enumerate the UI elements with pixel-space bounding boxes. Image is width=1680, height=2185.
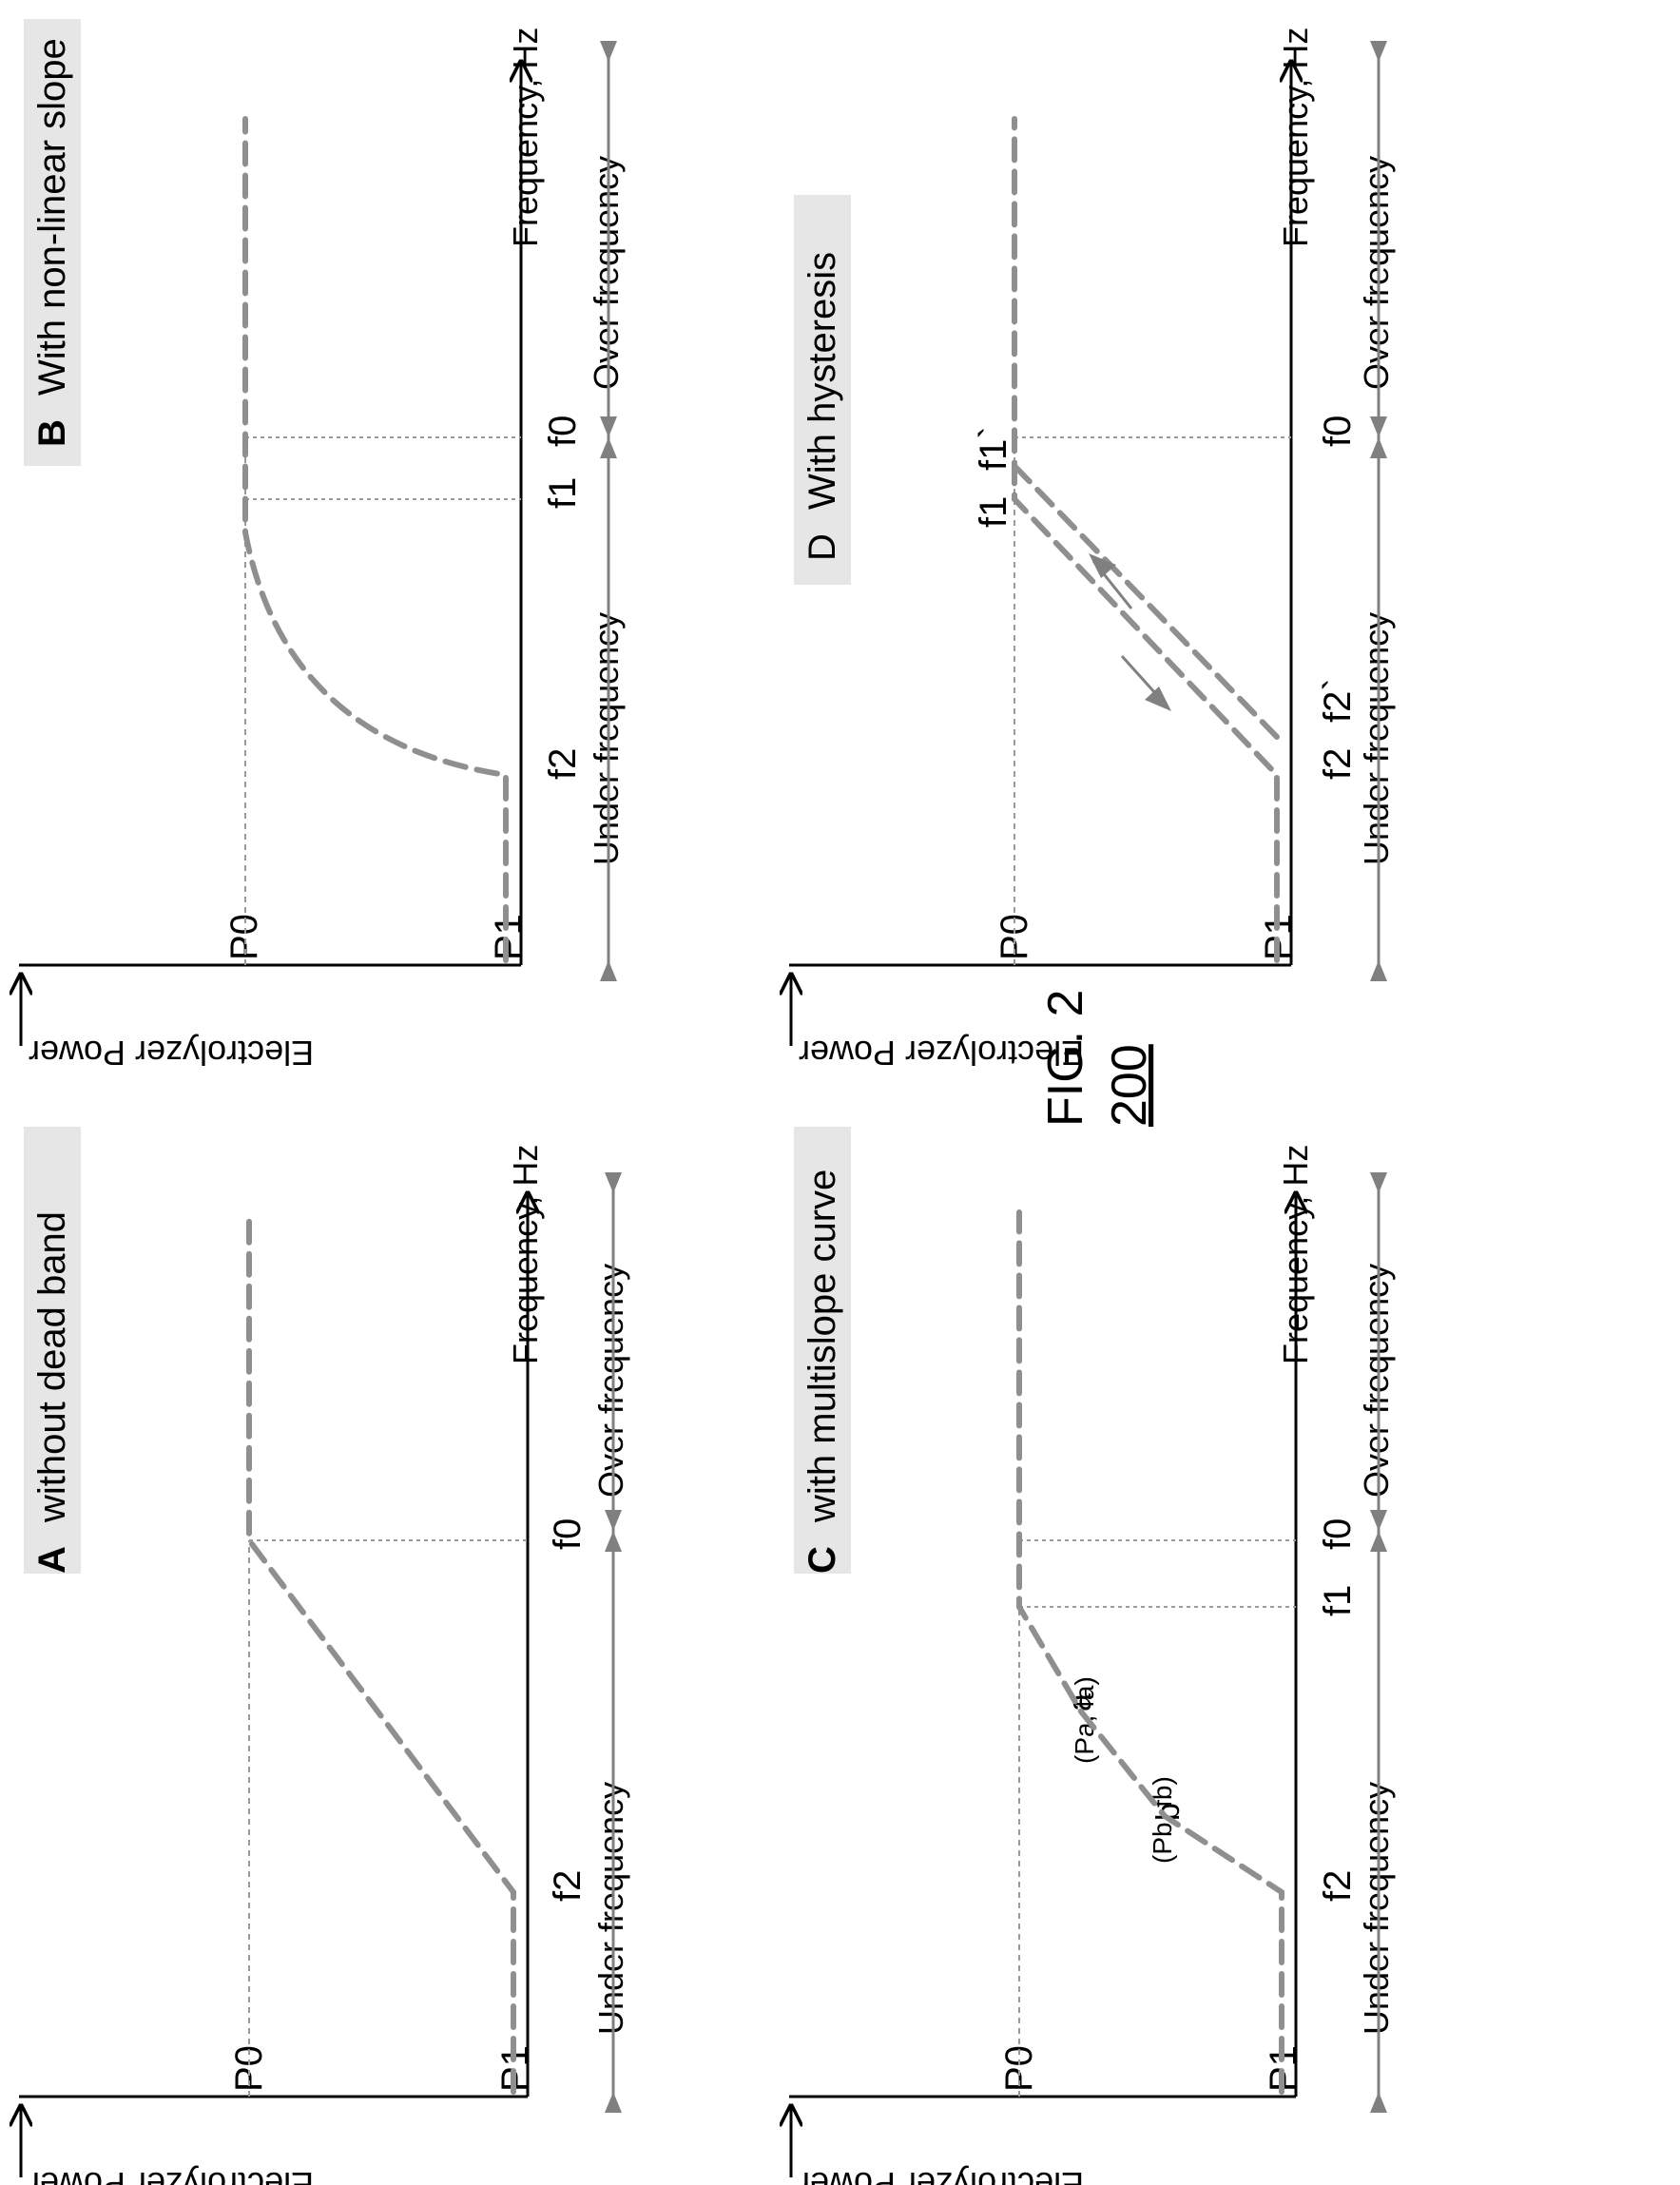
panel-c-region-arrow-head-top xyxy=(1370,2092,1387,2113)
panel-c-title: with multislope curve xyxy=(801,1170,843,1523)
panel-c: C with multislope curve f2 f1 f0 Under f… xyxy=(794,1127,1396,2185)
panel-c-region-under: Under frequency xyxy=(1357,1782,1396,2035)
panel-b-title-bg xyxy=(24,19,81,466)
panel-d-region-over: Over frequency xyxy=(1357,156,1396,390)
panel-a-region-arrow-head-mid-b xyxy=(605,1531,622,1552)
panel-d-tick-f2p: f2` xyxy=(1317,678,1359,723)
panel-c-title-bg xyxy=(794,1127,851,1574)
panel-a-region-arrow-head-top xyxy=(605,2092,622,2113)
panel-a-title-bg xyxy=(24,1127,81,1574)
panel-b-region-under: Under frequency xyxy=(587,612,626,865)
panel-b-region-arrow-head-bottom xyxy=(600,41,617,62)
panel-d-region-arrow-head-bottom xyxy=(1370,41,1387,62)
panel-b-response-curve xyxy=(242,116,509,963)
panel-a-response-curve xyxy=(246,1209,516,2095)
panel-c-region-arrow-head-mid-b xyxy=(1370,1531,1387,1552)
svg-text:A without dead band: A without dead band xyxy=(31,1211,73,1574)
panel-d-title: With hysteresis xyxy=(801,252,843,510)
panel-b-title: With non-linear slope xyxy=(31,38,73,396)
panel-c-region-over: Over frequency xyxy=(1357,1264,1396,1498)
panel-c-response-curve xyxy=(1016,1209,1284,2095)
panel-d-region-under: Under frequency xyxy=(1357,612,1396,865)
panel-b-y-label: Electrolyzer Power xyxy=(29,1034,314,1073)
panel-b-x-label: Frequency, Hz xyxy=(506,28,545,247)
panel-c-letter: C xyxy=(801,1546,843,1574)
panel-c-region-arrow-head-bottom xyxy=(1370,1172,1387,1193)
panel-a-region-under: Under frequency xyxy=(591,1782,630,2035)
panel-b-region-arrow-head-mid-a xyxy=(600,416,617,437)
panel-d-region-arrow-head-mid-b xyxy=(1370,437,1387,458)
panel-a-region-arrow-head-mid-a xyxy=(605,1510,622,1531)
panel-a-y-label: Electrolyzer Power xyxy=(29,2165,314,2185)
panel-b-tick-f1: f1 xyxy=(542,477,584,509)
svg-text:D With hysteresis: D With hysteresis xyxy=(801,252,843,561)
panel-d-region-arrow-head-top xyxy=(1370,960,1387,981)
svg-text:B With non-linear slope: B With non-linear slope xyxy=(31,38,73,447)
panel-b: B With non-linear slope f2 f1 f0 Under f… xyxy=(24,19,626,1073)
panel-d-title-bg xyxy=(794,195,851,585)
panel-b-region-arrow-head-mid-b xyxy=(600,437,617,458)
panel-d-x-label: Frequency, Hz xyxy=(1276,28,1315,247)
panel-b-tick-f0: f0 xyxy=(542,416,584,447)
panel-a-title: without dead band xyxy=(31,1211,73,1523)
panel-d-tick-f1: f1 xyxy=(973,496,1014,528)
panel-b-region-arrow-head-top xyxy=(600,960,617,981)
panel-d-curve-decreasing xyxy=(1012,116,1280,963)
panel-b-letter: B xyxy=(31,419,73,447)
panel-a-region-over: Over frequency xyxy=(591,1264,630,1498)
panel-a-region-arrow-head-bottom xyxy=(605,1172,622,1193)
panel-c-region-arrow-head-mid-a xyxy=(1370,1510,1387,1531)
figure-caption: FIG. 2 200 xyxy=(1038,990,1157,1127)
panel-d-y-label: Electrolyzer Power xyxy=(799,1034,1084,1073)
panel-d-hysteresis-arrow-down-head xyxy=(1145,686,1171,711)
panel-d: D With hysteresis f2 f2` f1 f1` f0 Under… xyxy=(794,28,1396,1073)
panel-a-tick-f2: f2 xyxy=(547,1870,589,1902)
panel-c-y-label: Electrolyzer Power xyxy=(799,2165,1084,2185)
panel-a: A without dead band f2 f0 Under frequenc… xyxy=(24,1127,630,2185)
figure-caption-text: FIG. 2 xyxy=(1038,990,1093,1127)
panel-d-tick-f0: f0 xyxy=(1317,416,1359,447)
panel-d-region-arrow-head-mid-a xyxy=(1370,416,1387,437)
panel-a-x-label: Frequency, Hz xyxy=(506,1145,545,1364)
svg-text:C with multislope curve: C with multislope curve xyxy=(801,1170,843,1574)
panel-c-tick-f0: f0 xyxy=(1317,1518,1359,1550)
panel-b-tick-f2: f2 xyxy=(542,748,584,780)
panel-d-hysteresis-arrow-up-head xyxy=(1089,553,1116,578)
panel-b-region-over: Over frequency xyxy=(587,156,626,390)
panel-c-tick-f2: f2 xyxy=(1317,1870,1359,1902)
panel-d-tick-f1p: f1` xyxy=(973,426,1014,471)
panel-c-tick-f1: f1 xyxy=(1317,1585,1359,1616)
panel-c-point-b-label: b xyxy=(1150,1803,1187,1821)
panel-d-tick-f2: f2 xyxy=(1317,748,1359,780)
diagram-geometry xyxy=(19,41,1387,2177)
panel-d-curve-increasing xyxy=(1012,463,1280,740)
panel-a-letter: A xyxy=(31,1546,73,1574)
panel-d-letter: D xyxy=(801,533,843,561)
panel-a-tick-f0: f0 xyxy=(547,1518,589,1550)
figure-number: 200 xyxy=(1102,1044,1157,1127)
